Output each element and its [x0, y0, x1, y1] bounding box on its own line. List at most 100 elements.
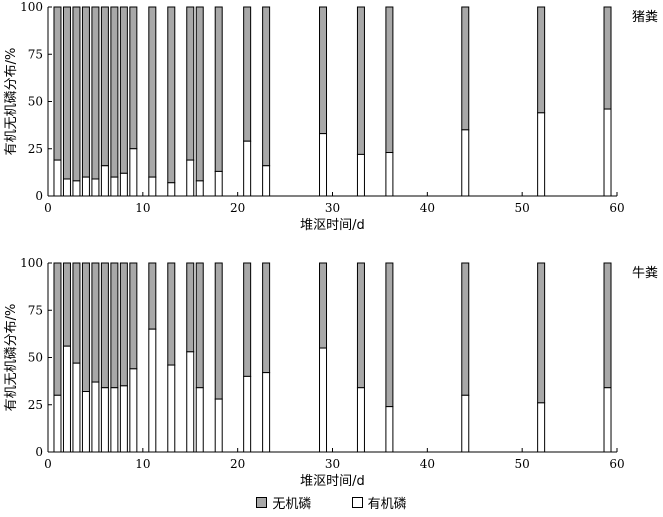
panel1-label: 猪粪 — [632, 10, 658, 25]
panel1-bar-organic — [461, 129, 470, 197]
panel2-y-tick-label: 100 — [20, 256, 43, 270]
legend-swatch-organic — [351, 497, 363, 508]
panel2-x-tick-label: 20 — [230, 457, 245, 471]
panel1-bar-inorganic — [100, 6, 109, 167]
panel2-bar-organic — [385, 406, 394, 453]
panel1-bar-inorganic — [356, 6, 365, 155]
panel1-bar-inorganic — [167, 6, 176, 184]
panel1-y-tick-label: 75 — [28, 47, 43, 61]
panel2-y-axis-title: 有机无机磷分布/% — [4, 304, 19, 412]
panel2-bar-inorganic — [62, 262, 71, 347]
panel2-bar-organic — [603, 387, 612, 453]
panel2-bar-inorganic — [72, 262, 81, 364]
panel1-bar-organic — [148, 176, 157, 197]
panel2-x-axis-title: 堆沤时间/d — [300, 474, 365, 489]
panel2-bar-organic — [148, 328, 157, 453]
panel1-bar-organic — [214, 170, 223, 197]
panel2-bar-inorganic — [119, 262, 128, 387]
panel2-bar-organic — [129, 368, 138, 453]
panel2-bar-inorganic — [243, 262, 252, 377]
panel2-y-tick-label: 0 — [35, 445, 43, 459]
panel2-bar-organic — [461, 394, 470, 453]
panel1-x-tick-label: 30 — [325, 201, 340, 215]
panel2-bar-inorganic — [262, 262, 271, 374]
panel2-bar-organic — [356, 387, 365, 453]
panel2-bar-inorganic — [461, 262, 470, 396]
legend-label-inorganic: 无机磷 — [272, 497, 312, 512]
panel1-bar-inorganic — [186, 6, 195, 161]
panel2-x-tick-label: 30 — [325, 457, 340, 471]
panel2-bar-organic — [53, 394, 62, 453]
panel1-bar-inorganic — [243, 6, 252, 142]
panel1-bar-inorganic — [461, 6, 470, 131]
panel2-bar-inorganic — [100, 262, 109, 389]
panel1-bar-organic — [167, 182, 176, 197]
panel1-bar-organic — [262, 165, 271, 197]
panel2-bar-organic — [100, 387, 109, 453]
legend-item-organic: 有机磷 — [351, 493, 407, 512]
panel1-bar-inorganic — [81, 6, 90, 178]
panel1-bar-inorganic — [129, 6, 138, 150]
panel1-bar-organic — [119, 172, 128, 197]
panel1-bar-organic — [195, 180, 204, 197]
panel1-y-tick-label: 25 — [28, 142, 43, 156]
panel2-bar-organic — [119, 385, 128, 453]
panel2-bar-inorganic — [53, 262, 62, 396]
panel2-bar-inorganic — [110, 262, 119, 389]
panel2-bar-organic — [167, 364, 176, 453]
panel2-bar-inorganic — [214, 262, 223, 400]
panel2-bar-inorganic — [385, 262, 394, 408]
panel1-bar-inorganic — [148, 6, 157, 178]
panel1-bar-inorganic — [385, 6, 394, 154]
panel1-bar-organic — [356, 153, 365, 197]
panel1-bar-organic — [243, 140, 252, 197]
panel1-bar-organic — [603, 108, 612, 197]
panel2-x-tick-label: 40 — [420, 457, 435, 471]
panel2-x-tick-label: 10 — [135, 457, 150, 471]
panel1-bar-organic — [319, 133, 328, 197]
panel1-x-tick-label: 20 — [230, 201, 245, 215]
panel2-label: 牛粪 — [632, 266, 658, 281]
panel2-bar-inorganic — [129, 262, 138, 370]
panel2-bar-inorganic — [603, 262, 612, 389]
panel2-x-tick-label: 0 — [44, 457, 52, 471]
panel1-bar-organic — [110, 176, 119, 197]
panel2-bar-organic — [319, 347, 328, 453]
panel2-bar-organic — [62, 345, 71, 453]
panel1-bar-inorganic — [72, 6, 81, 182]
panel2-bar-organic — [195, 387, 204, 453]
panel2-bar-organic — [262, 372, 271, 453]
legend-label-organic: 有机磷 — [367, 497, 407, 512]
panel2-y-tick-label: 25 — [28, 398, 43, 412]
panel2-bar-inorganic — [195, 262, 204, 389]
panel1-bar-inorganic — [319, 6, 328, 135]
panel1-x-tick-label: 10 — [135, 201, 150, 215]
panel2-bar-inorganic — [148, 262, 157, 330]
panel2-bar-organic — [110, 387, 119, 453]
panel2-y-tick-label: 75 — [28, 303, 43, 317]
panel2-bar-inorganic — [356, 262, 365, 389]
panel1-bar-inorganic — [262, 6, 271, 167]
panel2-bar-organic — [72, 362, 81, 453]
panel1-bar-organic — [62, 178, 71, 197]
panel1-bar-inorganic — [603, 6, 612, 110]
panel1-x-tick-label: 60 — [609, 201, 624, 215]
panel2-x-tick-label: 60 — [609, 457, 624, 471]
panel1-y-axis-title: 有机无机磷分布/% — [4, 48, 19, 156]
panel1-y-tick-label: 50 — [28, 95, 43, 109]
panel1-bar-organic — [72, 180, 81, 197]
legend: 无机磷 有机磷 — [0, 493, 663, 512]
panel2-x-tick-label: 50 — [515, 457, 530, 471]
panel2-bar-organic — [214, 398, 223, 453]
panel2-bar-organic — [91, 381, 100, 453]
panel1-x-tick-label: 40 — [420, 201, 435, 215]
panel1-y-tick-label: 100 — [20, 0, 43, 14]
panel2-bar-inorganic — [81, 262, 90, 393]
panel1-y-tick-label: 0 — [35, 189, 43, 203]
panel2-bar-organic — [243, 375, 252, 453]
panel1-x-axis-title: 堆沤时间/d — [300, 218, 365, 233]
panel1-bar-organic — [129, 148, 138, 197]
panel1-bar-inorganic — [195, 6, 204, 182]
panel1-bar-inorganic — [537, 6, 546, 114]
